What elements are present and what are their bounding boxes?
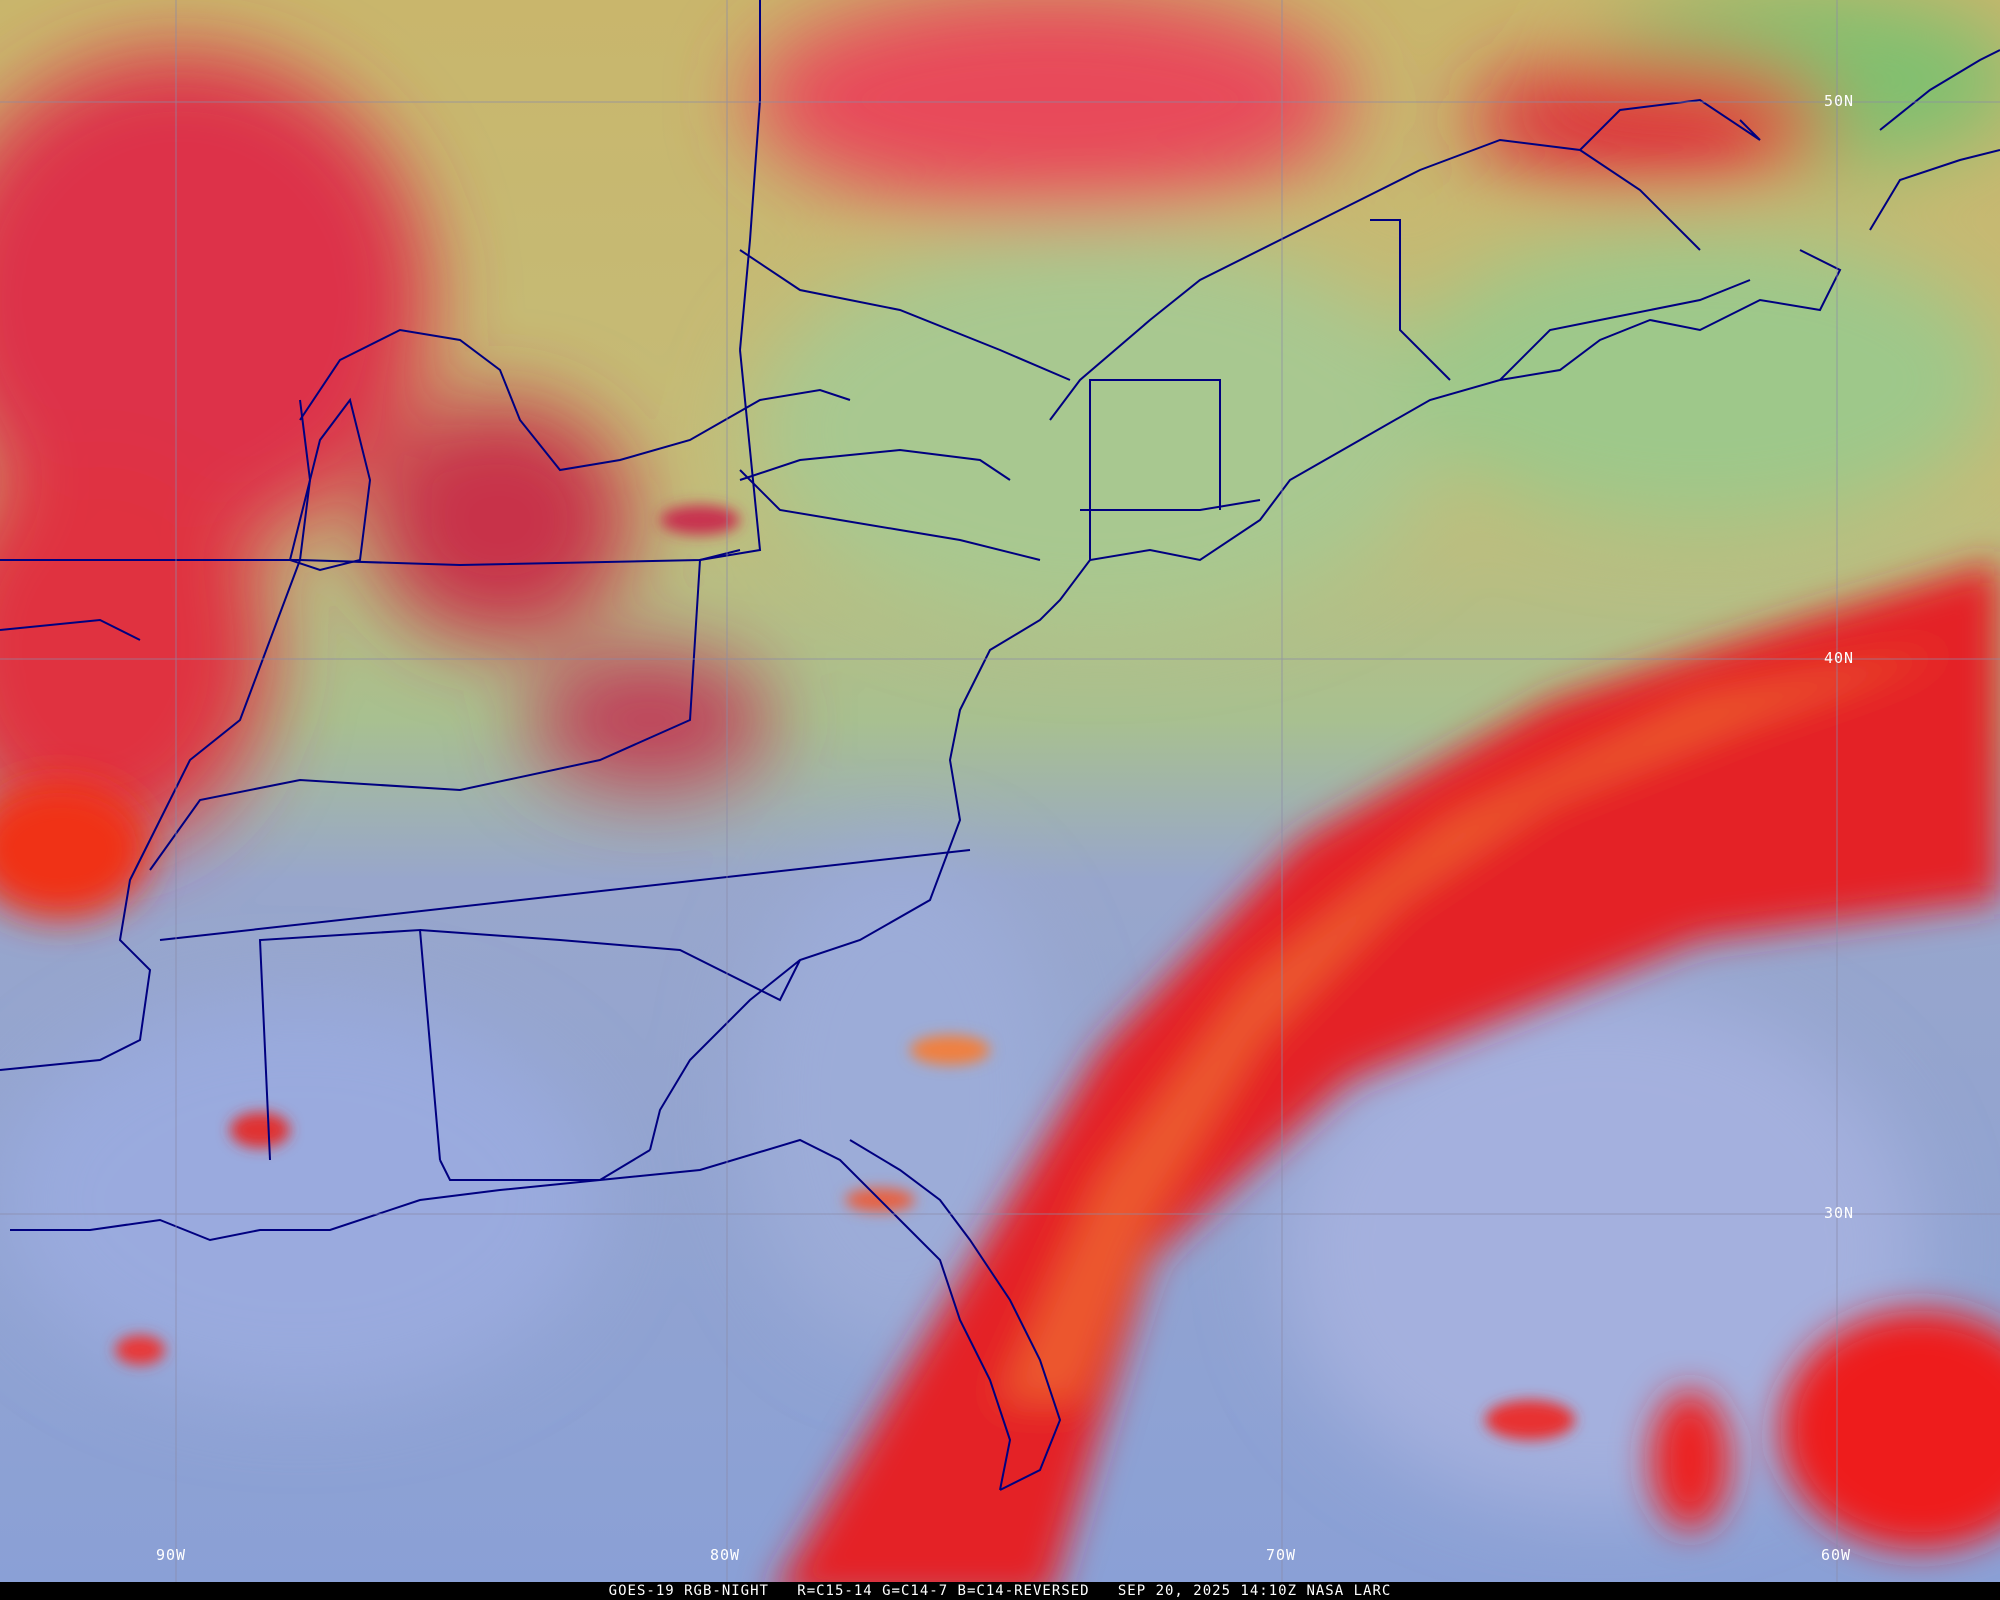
caption-channels: R=C15-14 G=C14-7 B=C14-REVERSED (797, 1583, 1090, 1599)
lon-label-90w: 90W (156, 1546, 187, 1564)
caption-satellite: GOES-19 RGB-NIGHT (608, 1583, 769, 1599)
caption-datetime: SEP 20, 2025 14:10Z (1117, 1583, 1298, 1599)
coastlines-and-borders (0, 0, 2000, 1491)
caption-credit: NASA LARC (1306, 1583, 1392, 1599)
image-caption-bar: GOES-19 RGB-NIGHT R=C15-14 G=C14-7 B=C14… (0, 1582, 2000, 1600)
lon-label-70w: 70W (1266, 1546, 1297, 1564)
scattered-cloud-cells (115, 505, 1575, 1440)
frontal-cloud-band (0, 560, 2000, 1600)
lon-label-60w: 60W (1821, 1546, 1852, 1564)
lat-label-50n: 50N (1824, 92, 1855, 110)
lat-label-30n: 30N (1824, 1204, 1855, 1222)
lon-label-80w: 80W (710, 1546, 741, 1564)
lat-label-40n: 40N (1824, 649, 1855, 667)
cloud-masses (0, 0, 2000, 1510)
